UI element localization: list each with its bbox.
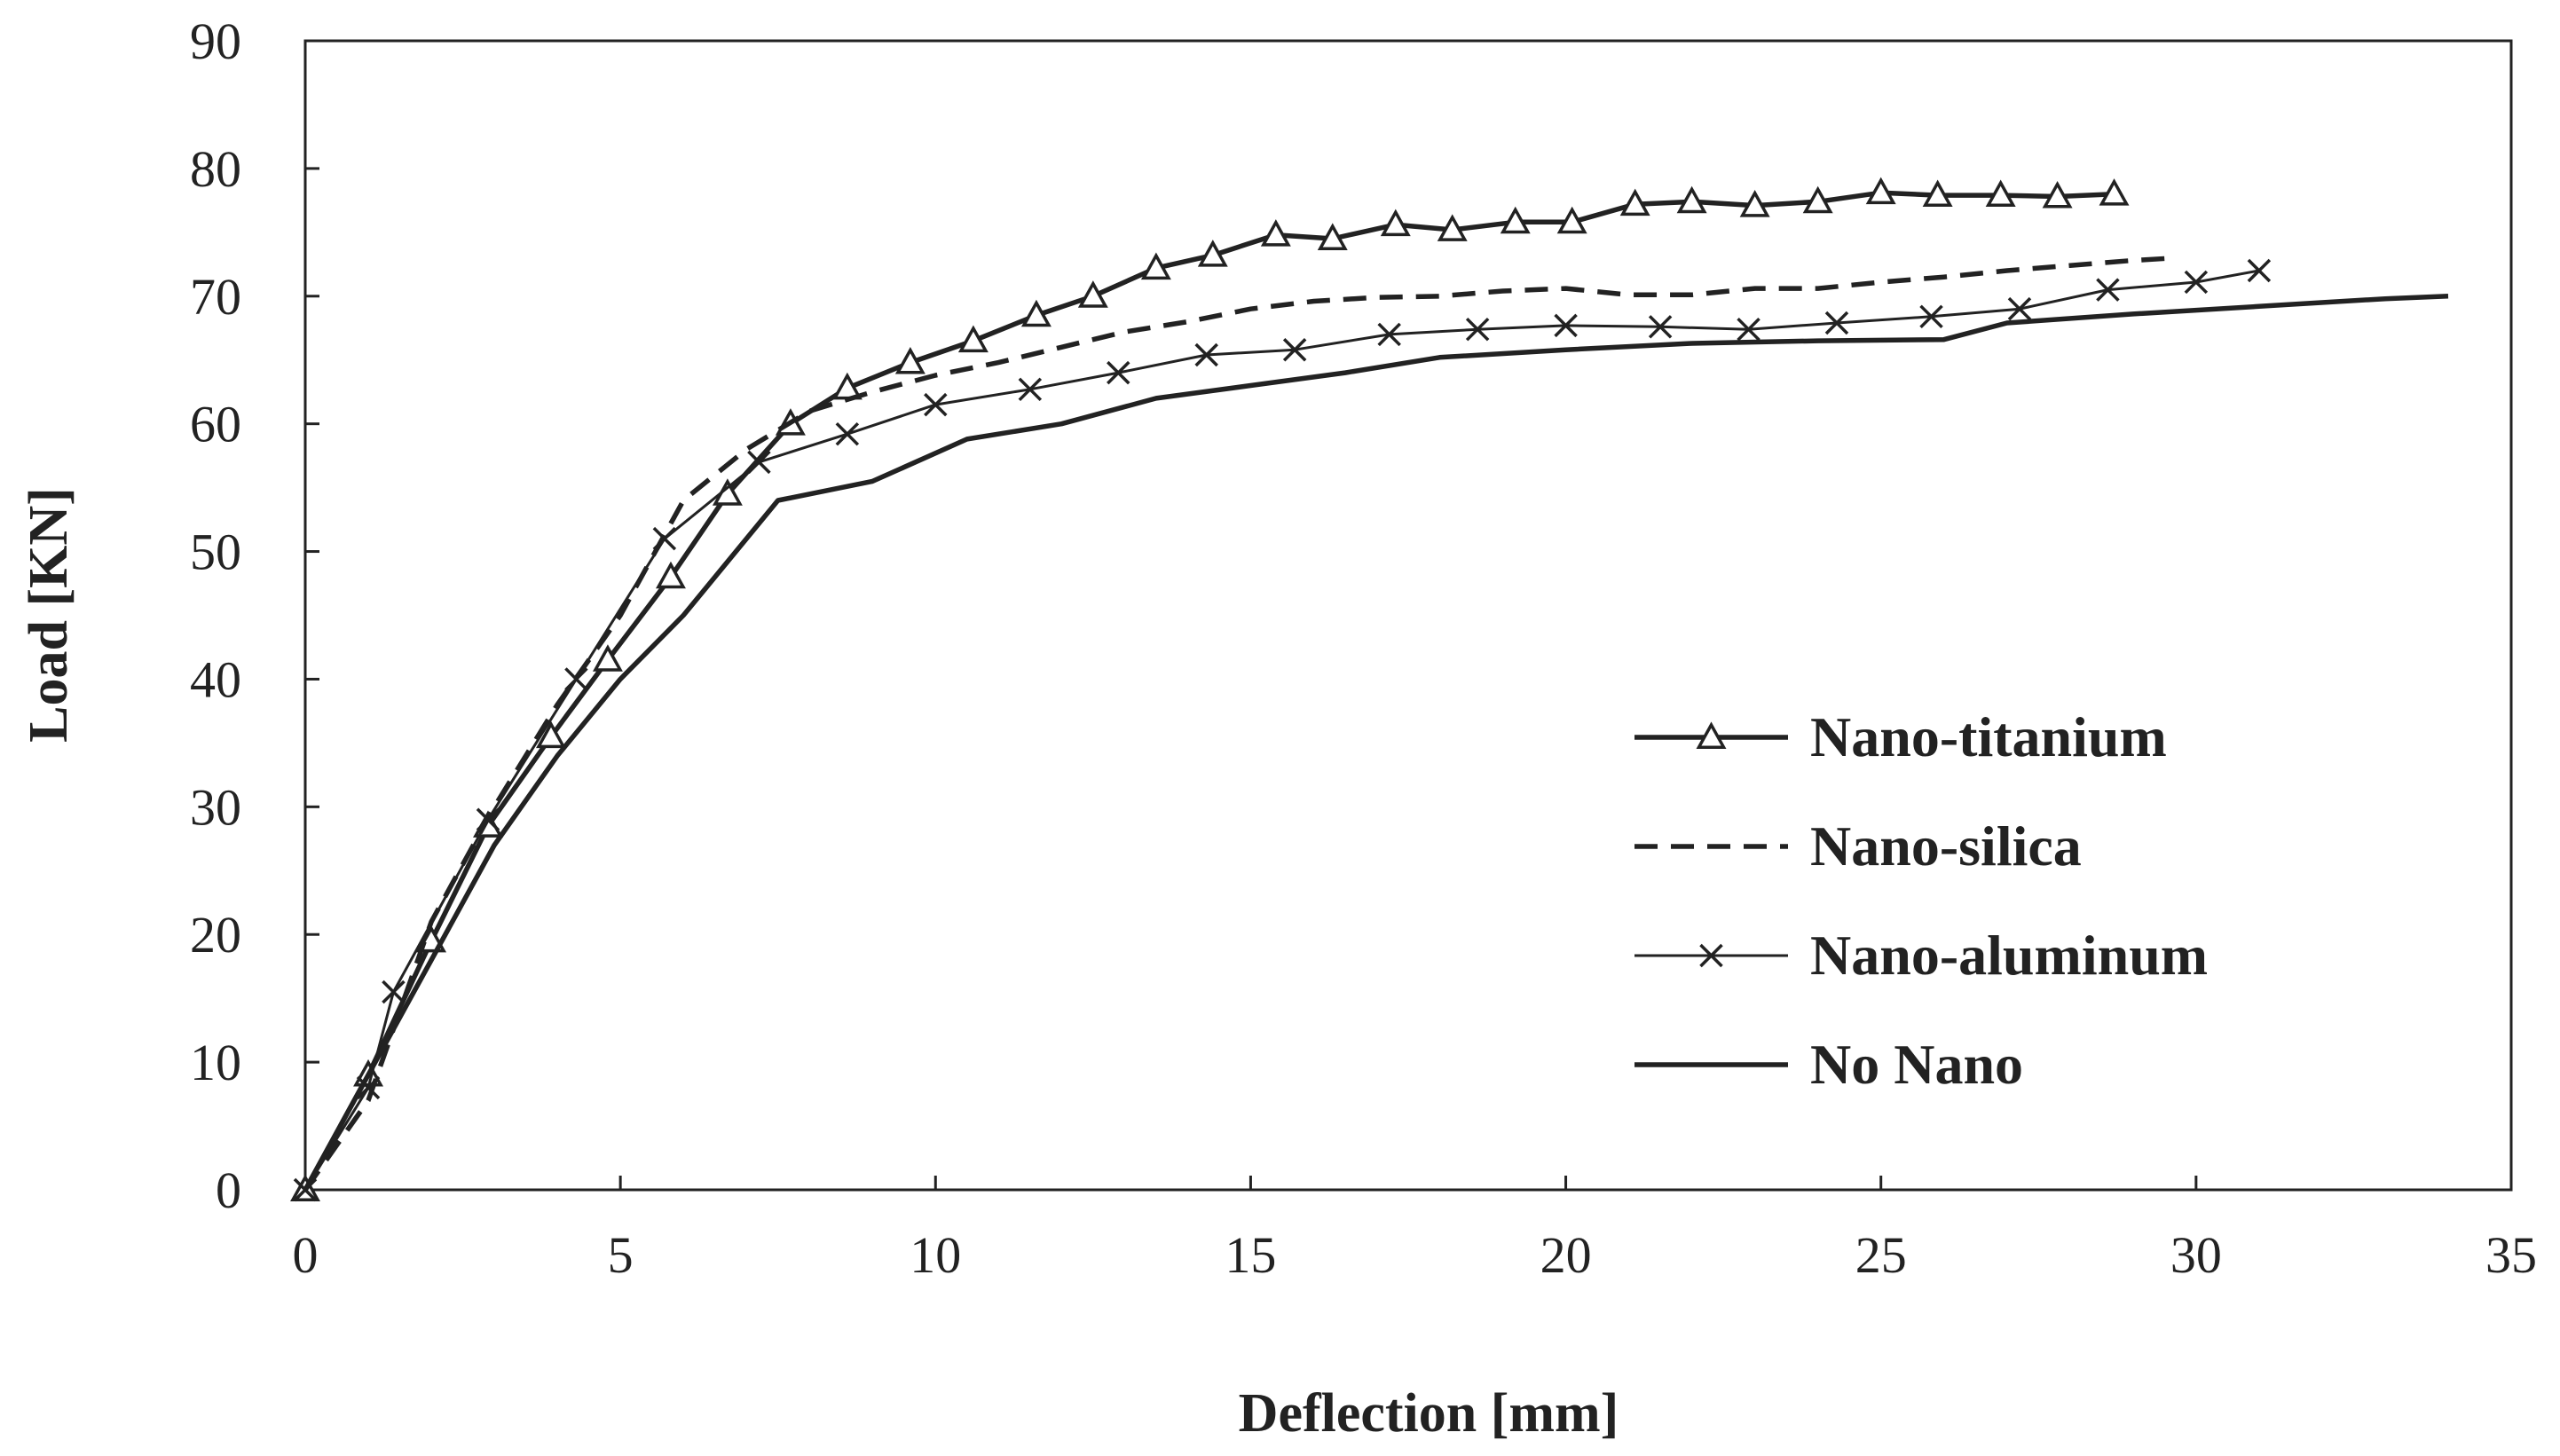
data-point-nano-aluminum: [1018, 377, 1043, 402]
x-tick-label: 15: [1225, 1226, 1276, 1284]
x-axis-title: Deflection [mm]: [1239, 1383, 1619, 1444]
data-point-nano-aluminum: [652, 526, 677, 551]
legend-label: Nano-titanium: [1810, 705, 2167, 768]
data-point-nano-aluminum: [1919, 304, 1943, 329]
x-tick-label: 25: [1855, 1226, 1907, 1284]
data-point-nano-titanium: [1739, 190, 1770, 217]
x-tick-label: 5: [608, 1226, 634, 1284]
series-line-nano-aluminum: [303, 269, 2260, 1191]
data-point-nano-aluminum: [924, 392, 948, 417]
legend-label: Nano-silica: [1810, 815, 2082, 878]
series-line-no-nano: [303, 294, 2449, 1192]
legend: Nano-titanium Nano-silica Nano-aluminum No …: [1634, 705, 2208, 1096]
y-tick-label: 0: [216, 1161, 241, 1219]
legend-item-nano-aluminum: Nano-aluminum: [1634, 924, 2208, 987]
data-point-nano-aluminum: [747, 450, 771, 475]
data-point-nano-aluminum: [2096, 278, 2120, 302]
data-point-nano-titanium: [1260, 219, 1291, 247]
y-tick-label: 80: [190, 140, 241, 198]
y-tick-label: 10: [190, 1034, 241, 1091]
x-tick-label: 0: [293, 1226, 319, 1284]
data-point-nano-titanium: [592, 644, 623, 672]
data-point-nano-aluminum: [356, 1075, 381, 1100]
data-point-nano-titanium: [1317, 223, 1348, 250]
data-point-nano-aluminum: [2247, 258, 2272, 283]
y-tick-label: 30: [190, 778, 241, 836]
legend-marker: [1696, 721, 1727, 749]
data-point-nano-titanium: [655, 561, 686, 589]
data-point-nano-titanium: [2042, 180, 2073, 209]
data-point-nano-titanium: [894, 346, 926, 374]
data-point-nano-aluminum: [1465, 317, 1490, 342]
data-point-nano-aluminum: [1377, 322, 1401, 347]
series-no-nano: [303, 294, 2449, 1192]
plot-frame: [303, 39, 2513, 1192]
data-point-nano-aluminum: [1824, 311, 1849, 335]
data-point-nano-aluminum: [1737, 317, 1760, 342]
data-point-nano-titanium: [1077, 280, 1108, 308]
series-nano-titanium: [290, 177, 2130, 1201]
series-line-nano-silica: [303, 255, 2178, 1192]
data-point-nano-aluminum: [1194, 342, 1218, 367]
y-axis-ticks: 0 10 20 30 40 50 60 70 80 90: [190, 12, 319, 1219]
data-point-nano-aluminum: [1107, 360, 1130, 385]
x-tick-label: 10: [910, 1226, 961, 1284]
data-point-nano-titanium: [957, 325, 989, 353]
data-point-nano-titanium: [1802, 185, 1833, 214]
data-point-nano-titanium: [1380, 209, 1411, 237]
x-tick-label: 20: [1540, 1226, 1592, 1284]
series-nano-silica: [303, 255, 2178, 1192]
legend-label: No Nano: [1810, 1033, 2023, 1096]
y-tick-label: 40: [190, 650, 241, 708]
y-tick-label: 70: [190, 268, 241, 326]
legend-label: Nano-aluminum: [1810, 924, 2208, 987]
series-layer: [290, 177, 2449, 1202]
legend-item-no-nano: No Nano: [1634, 1033, 2023, 1096]
data-point-nano-titanium: [1140, 252, 1171, 280]
data-point-nano-aluminum: [1282, 337, 1307, 362]
y-tick-label: 60: [190, 396, 241, 453]
y-tick-label: 90: [190, 12, 241, 70]
legend-marker: [1699, 943, 1723, 968]
legend-item-nano-titanium: Nano-titanium: [1634, 705, 2167, 768]
data-point-nano-aluminum: [2184, 270, 2209, 295]
data-point-nano-titanium: [536, 720, 566, 749]
data-point-nano-titanium: [1619, 188, 1650, 216]
data-point-nano-aluminum: [1648, 315, 1673, 339]
data-point-nano-aluminum: [1554, 313, 1578, 338]
data-point-nano-titanium: [1922, 179, 1953, 208]
x-axis-ticks: 0 5 10 15 20 25 30 35: [293, 1176, 2537, 1284]
data-point-nano-aluminum: [564, 667, 588, 691]
data-point-nano-aluminum: [835, 421, 860, 446]
data-point-nano-titanium: [1985, 179, 2016, 208]
x-tick-label: 30: [2170, 1226, 2222, 1284]
data-point-nano-titanium: [1865, 177, 1896, 205]
data-point-nano-titanium: [1500, 206, 1531, 234]
y-tick-label: 20: [190, 906, 241, 964]
data-point-nano-titanium: [1197, 240, 1228, 267]
legend-item-nano-silica: Nano-silica: [1634, 815, 2082, 878]
data-point-nano-aluminum: [2007, 296, 2032, 321]
y-tick-label: 50: [190, 523, 241, 581]
series-nano-aluminum: [293, 258, 2272, 1202]
data-point-nano-titanium: [1676, 185, 1707, 214]
data-point-nano-titanium: [1437, 214, 1468, 241]
data-point-nano-aluminum: [382, 980, 406, 1004]
data-point-nano-titanium: [1556, 206, 1587, 234]
y-axis-title: Load [KN]: [19, 487, 79, 743]
x-tick-label: 35: [2485, 1226, 2537, 1284]
data-point-nano-aluminum: [476, 807, 500, 831]
data-point-nano-titanium: [1020, 299, 1052, 327]
data-point-nano-titanium: [2099, 178, 2130, 206]
